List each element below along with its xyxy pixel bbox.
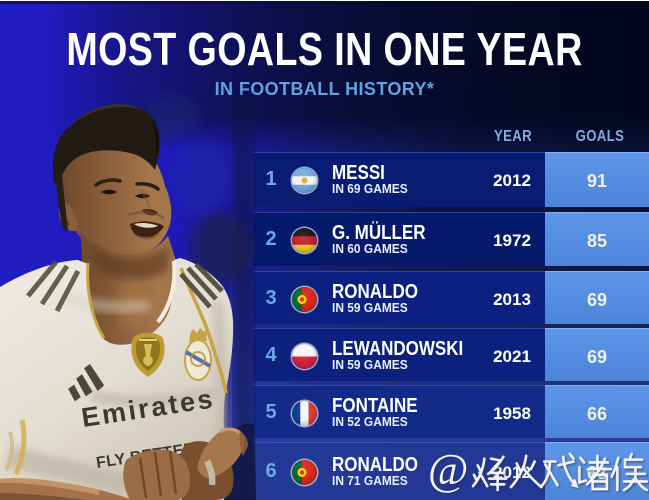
svg-text:@: @ [428, 445, 469, 494]
svg-text:@: @ [430, 447, 471, 496]
